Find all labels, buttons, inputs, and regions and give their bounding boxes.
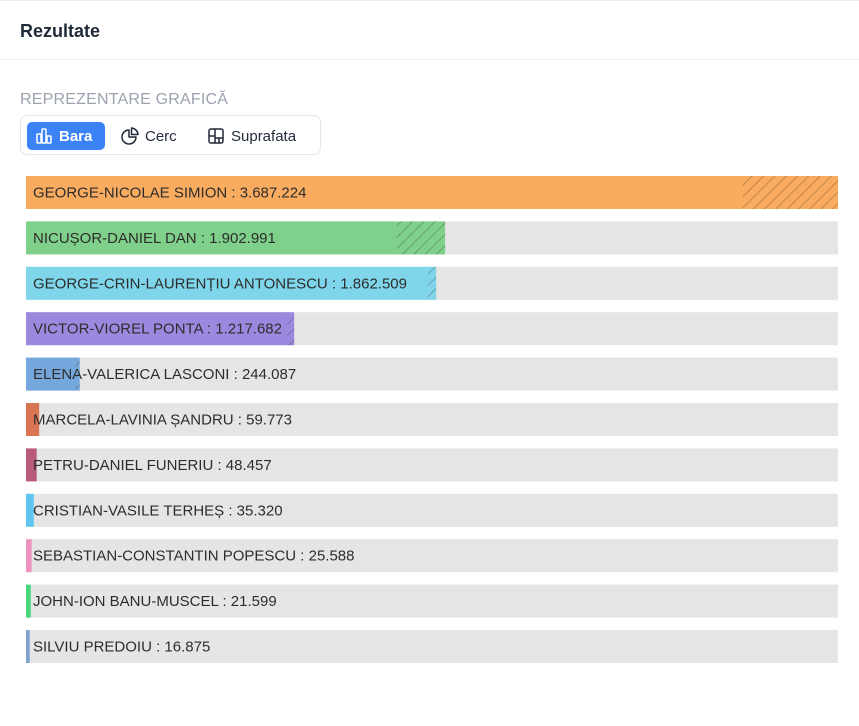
bar-11[interactable] — [26, 630, 30, 663]
bar-view-button[interactable]: Bara — [27, 122, 105, 150]
bar-label: SILVIU PREDOIU : 16.875 — [33, 639, 210, 656]
card-top-border — [0, 0, 859, 1]
card-header: Rezultate — [0, 1, 859, 60]
bar-6[interactable] — [26, 403, 40, 436]
bar-label: SEBASTIAN-CONSTANTIN POPESCU : 25.588 — [33, 548, 354, 565]
pie-chart-icon — [121, 127, 139, 145]
bar-8[interactable] — [26, 493, 34, 527]
bar-3[interactable] — [26, 266, 437, 300]
bar-label: GEORGE-NICOLAE SIMION : 3.687.224 — [33, 185, 306, 202]
bar-hatch-segment — [742, 176, 838, 209]
section-label: REPREZENTARE GRAFICĂ — [20, 91, 229, 108]
bar-track — [26, 584, 838, 618]
pie-view-label: Cerc — [145, 127, 177, 145]
bar-1[interactable] — [26, 176, 838, 209]
bar-hatch-segment — [427, 266, 437, 300]
bar-label: JOHN-ION BANU-MUSCEL : 21.599 — [33, 593, 277, 610]
bar-track — [26, 448, 838, 482]
page-title: Rezultate — [20, 21, 101, 41]
pie-view-button[interactable]: Cerc — [113, 122, 189, 150]
bar-hatch-segment — [75, 357, 80, 391]
bar-hatch-segment — [287, 312, 295, 346]
bar-5[interactable] — [26, 357, 80, 391]
bar-label: ELENA-VALERICA LASCONI : 244.087 — [33, 366, 296, 383]
chart-type-toggle: Bara Cerc Suprafata — [20, 115, 321, 155]
bar-label: NICUȘOR-DANIEL DAN : 1.902.991 — [33, 230, 276, 247]
treemap-view-button[interactable]: Suprafata — [199, 122, 315, 150]
bar-track — [26, 539, 838, 573]
bar-9[interactable] — [26, 539, 32, 573]
bar-2[interactable] — [26, 221, 446, 255]
bar-hatch-segment — [396, 221, 446, 255]
bar-10[interactable] — [26, 584, 31, 618]
bar-label: MARCELA-LAVINIA ȘANDRU : 59.773 — [33, 412, 292, 429]
bar-track — [26, 357, 838, 391]
bar-view-label: Bara — [59, 127, 93, 145]
bar-track — [26, 493, 838, 527]
bar-label: VICTOR-VIOREL PONTA : 1.217.682 — [33, 321, 282, 338]
bar-7[interactable] — [26, 448, 37, 482]
bar-label: CRISTIAN-VASILE TERHEȘ : 35.320 — [33, 502, 283, 519]
treemap-view-label: Suprafata — [231, 127, 297, 145]
bar-track — [26, 630, 838, 663]
bars-layer: GEORGE-NICOLAE SIMION : 3.687.224 NICUȘOR… — [26, 176, 838, 663]
treemap-icon — [208, 128, 224, 144]
bar-label: PETRU-DANIEL FUNERIU : 48.457 — [33, 457, 272, 474]
bar-chart-icon — [36, 128, 52, 144]
bar-track — [26, 403, 838, 436]
bar-4[interactable] — [26, 312, 295, 346]
bar-label: GEORGE-CRIN-LAURENȚIU ANTONESCU : 1.862.… — [33, 275, 407, 292]
